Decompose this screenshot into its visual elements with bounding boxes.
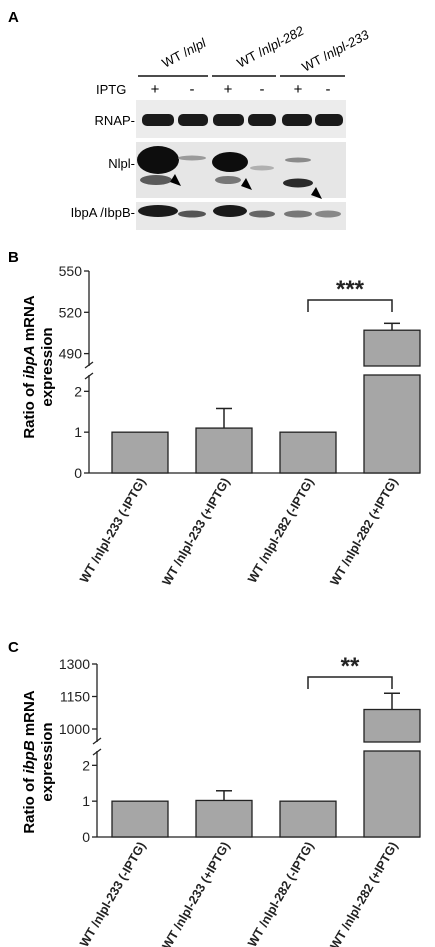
y-tick-label: 1300 [59, 656, 90, 672]
lane-label: - [326, 81, 331, 98]
significance-label: ** [341, 653, 360, 680]
y-axis-label-line2: expression [39, 722, 56, 801]
x-tick-label: WT /nlpl-233 (+IPTG) [160, 476, 233, 589]
row-label-rnap: RNAP- [95, 113, 135, 128]
y-tick-label: 1 [82, 793, 90, 809]
significance-label: *** [336, 276, 365, 303]
axis-break-mark [84, 372, 94, 380]
row-label-ibpa-ibpb: IbpA /IbpB- [71, 205, 135, 220]
y-tick-label: 2 [74, 383, 82, 399]
x-tick-label: WT /nlpl-282 (+IPTG) [328, 476, 401, 589]
x-tick-label: WT /nlpl-233 (-IPTG) [77, 476, 148, 586]
group-label-nlpl-282: WT /nlpl-282 [234, 23, 307, 71]
group-label-nlpl: WT /nlpl [159, 35, 209, 71]
blot-band [178, 155, 206, 161]
y-tick-label: 0 [74, 465, 82, 481]
blot-band [284, 210, 312, 218]
axis-break-mark [84, 361, 94, 369]
blot-strip-rnap [136, 100, 346, 138]
lane-label: - [260, 81, 265, 98]
group-label-nlpl-233: WT /nlpl-233 [299, 27, 372, 75]
bar [363, 329, 421, 367]
blot-band [283, 178, 313, 188]
y-tick-label: 550 [59, 263, 83, 279]
y-tick-label: 490 [59, 346, 83, 362]
bar [195, 799, 253, 838]
lane-label: - [190, 81, 195, 98]
blot-band [282, 114, 312, 126]
significance-bracket [307, 299, 393, 312]
blot-strip-nlpl [136, 142, 346, 199]
bar [279, 431, 337, 474]
panel-c: C Ratio of ibpB mRNA expression 0 1 2 1000 1… [8, 639, 421, 947]
lane-label: + [294, 81, 303, 98]
bar [111, 800, 169, 838]
blot-band [212, 152, 248, 172]
blot-band [142, 114, 174, 126]
lane-label: + [224, 81, 233, 98]
bar [363, 708, 421, 743]
x-tick-label: WT /nlpl-282 (-IPTG) [245, 476, 316, 586]
y-tick-label: 2 [82, 757, 90, 773]
x-tick-label: WT /nlpl-282 (+IPTG) [328, 840, 401, 947]
panel-a: A WT /nlpl WT /nlpl-282 WT /nlpl-233 IPT… [8, 9, 372, 230]
y-tick-label: 1 [74, 424, 82, 440]
y-axis-label-line1: Ratio of ibpA mRNA [21, 295, 38, 438]
panel-a-letter: A [8, 9, 19, 26]
blot-strip-ibpa-ibpb [136, 202, 346, 230]
blot-band [215, 176, 241, 184]
y-tick-label: 520 [59, 304, 83, 320]
arrowhead-marker [170, 174, 181, 186]
blot-band [250, 165, 274, 171]
blot-band [285, 157, 311, 163]
y-axis-label-line1: Ratio of ibpB mRNA [21, 690, 38, 833]
blot-band [137, 146, 179, 174]
blot-band [249, 210, 275, 218]
significance-bracket [307, 676, 393, 689]
iptg-label: IPTG [96, 82, 126, 97]
blot-band [213, 114, 244, 126]
lane-label: + [151, 81, 160, 98]
y-axis-label-line2: expression [39, 327, 56, 406]
panel-c-letter: C [8, 639, 19, 656]
panel-b-letter: B [8, 249, 19, 266]
blot-band [248, 114, 276, 126]
x-tick-label: WT /nlpl-233 (+IPTG) [160, 840, 233, 947]
axis-break-mark [92, 748, 102, 756]
blot-band [140, 175, 172, 185]
axis-break-mark [92, 737, 102, 745]
blot-band [315, 114, 343, 126]
y-tick-label: 1000 [59, 721, 90, 737]
panel-b: B Ratio of ibpA mRNA expression 0 1 2 490 52… [8, 249, 421, 589]
bar [363, 750, 421, 838]
bar [363, 374, 421, 474]
row-label-nlpl: Nlpl- [108, 156, 135, 171]
y-tick-label: 0 [82, 829, 90, 845]
bar [111, 431, 169, 474]
x-tick-label: WT /nlpl-282 (-IPTG) [245, 840, 316, 947]
blot-band [178, 114, 208, 126]
bar [195, 427, 253, 474]
arrowhead-marker [311, 187, 322, 199]
y-tick-label: 1150 [60, 689, 90, 705]
blot-band [138, 205, 178, 217]
bar [279, 800, 337, 838]
blot-band [178, 210, 206, 218]
blot-band [213, 205, 247, 217]
x-tick-label: WT /nlpl-233 (-IPTG) [77, 840, 148, 947]
arrowhead-marker [241, 178, 252, 190]
blot-band [315, 210, 341, 218]
